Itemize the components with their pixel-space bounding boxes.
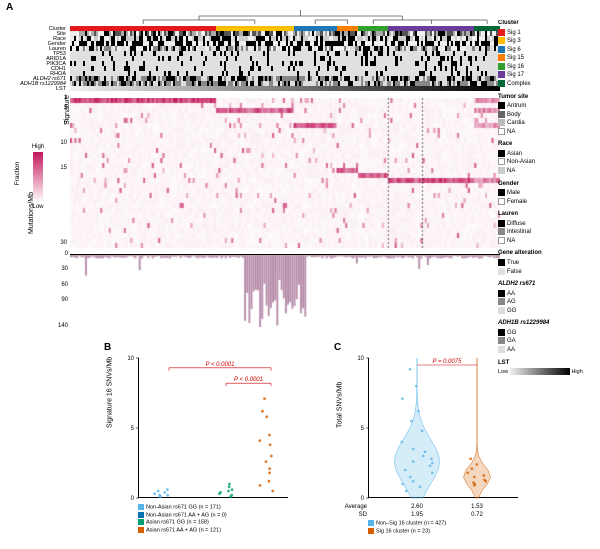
svg-text:P = 0.0075: P = 0.0075 [433, 359, 463, 365]
legend-block: Tumor siteAntrumBodyCardiaNA [498, 94, 594, 137]
annotation-rows: ClusterSiteRaceGenderLaurenTP53ARID1APIK… [70, 26, 500, 91]
panel-c-legend: Non–Sig 16 cluster (n = 427)Sig 16 clust… [368, 520, 446, 535]
panel-c: C Total SNVs/Mb 05102.601.951.530.72Aver… [340, 348, 530, 538]
panel-b-ylabel: Signature 16 SNVs/Mb [107, 357, 114, 428]
svg-text:5: 5 [131, 426, 135, 432]
svg-text:0: 0 [361, 496, 365, 502]
svg-text:1.95: 1.95 [411, 512, 423, 518]
svg-text:10: 10 [357, 356, 364, 362]
legend-block: GenderMaleFemale [498, 181, 594, 207]
panel-b-frame: 0510P < 0.0001P < 0.0001 [138, 358, 288, 498]
svg-text:10: 10 [127, 356, 134, 362]
mutation-load-bars [70, 254, 500, 326]
legend-panel: ClusterSig 1Sig 3Sig 6Sig 15Sig 16Sig 17… [498, 20, 594, 382]
svg-text:P < 0.0001: P < 0.0001 [206, 362, 235, 368]
panel-c-label: C [334, 342, 341, 353]
legend-block: ALDH2 rs671AAAGGG [498, 281, 594, 315]
signature-heatmap: 136101530 [70, 98, 500, 248]
annot-row [70, 86, 500, 91]
legend-block: RaceAsianNon-AsianNA [498, 141, 594, 175]
svg-text:Average: Average [345, 504, 368, 510]
svg-text:0: 0 [131, 496, 135, 502]
panel-c-ylabel: Total SNVs/Mb [337, 382, 344, 428]
fraction-title: Fraction [14, 162, 21, 185]
svg-text:SD: SD [359, 512, 368, 518]
mutload-canvas [70, 255, 500, 327]
svg-text:0.72: 0.72 [471, 512, 483, 518]
fraction-high: High [16, 144, 60, 150]
mutload-ylabel: Mutations/Mb [28, 220, 35, 262]
fraction-colorbar: High Low Fraction [16, 144, 60, 210]
svg-text:1.53: 1.53 [471, 504, 483, 510]
panel-b-legend: Non-Asian rs671 GG (n = 171)Non-Asian rs… [138, 504, 227, 534]
legend-block: Gene alterationTrueFalse [498, 250, 594, 276]
panel-c-svg: 05102.601.951.530.72AverageSDP = 0.0075 [369, 358, 519, 498]
panel-b-svg: 0510P < 0.0001P < 0.0001 [139, 358, 289, 498]
legend-block: ClusterSig 1Sig 3Sig 6Sig 15Sig 16Sig 17… [498, 20, 594, 89]
dendrogram [70, 10, 500, 24]
svg-text:5: 5 [361, 426, 365, 432]
panel-c-frame: 05102.601.951.530.72AverageSDP = 0.0075 [368, 358, 518, 498]
panel-b: B Signature 16 SNVs/Mb 0510P < 0.0001P <… [110, 348, 300, 538]
fraction-low: Low [16, 204, 60, 210]
annot-row [70, 81, 500, 86]
heatmap-canvas [70, 98, 500, 248]
svg-text:2.60: 2.60 [411, 504, 423, 510]
panel-b-label: B [104, 342, 111, 353]
panel-a-label: A [6, 2, 13, 13]
legend-block: LaurenDiffuseIntestinalNA [498, 211, 594, 245]
svg-text:P < 0.0001: P < 0.0001 [234, 377, 263, 383]
